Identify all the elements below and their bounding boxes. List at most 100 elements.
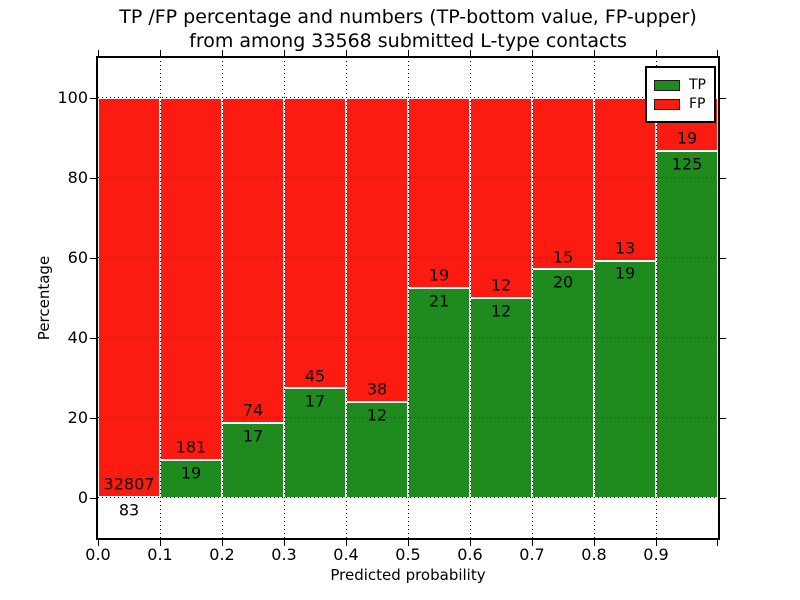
x-gridline (222, 58, 223, 538)
y-tick-mark (90, 498, 96, 499)
x-tick-mark (160, 540, 161, 546)
legend-swatch-fp (654, 98, 680, 110)
y-tick-label: 0 (77, 488, 88, 507)
y-tick-mark (90, 258, 96, 259)
x-gridline (408, 58, 409, 538)
x-tick-mark (408, 540, 409, 546)
x-tick-mark (594, 540, 595, 546)
y-tick-label: 60 (67, 248, 88, 267)
x-tick-mark (470, 540, 471, 546)
bar-label-tp: 12 (366, 405, 388, 425)
y-tick-mark (720, 418, 726, 419)
bar-label-fp: 74 (242, 400, 264, 420)
bar-fp-segment (160, 98, 222, 460)
x-tick-mark (222, 50, 223, 56)
x-tick-mark (160, 50, 161, 56)
y-tick-label: 100 (57, 88, 88, 107)
bar-label-tp: 83 (118, 500, 140, 520)
x-gridline (470, 58, 471, 538)
bar-label-tp: 17 (304, 391, 326, 411)
bar-label-tp: 12 (490, 301, 512, 321)
bar-label-fp: 45 (304, 366, 326, 386)
y-tick-mark (720, 498, 726, 499)
x-tick-mark (222, 540, 223, 546)
bar-label-tp: 125 (671, 154, 703, 174)
y-tick-label: 80 (67, 168, 88, 187)
bar-label-fp: 38 (366, 379, 388, 399)
y-tick-mark (720, 338, 726, 339)
x-gridline (346, 58, 347, 538)
x-tick-mark (346, 540, 347, 546)
plot-area: TP FP 32807 83 181 19 74 17 45 17 38 12 19 21 12 12 15 2… (57, 50, 726, 564)
x-tick-mark (470, 50, 471, 56)
x-tick-label: 0.2 (209, 545, 235, 564)
y-tick-label: 20 (67, 408, 88, 427)
bar-label-tp: 19 (180, 463, 202, 483)
x-tick-mark (284, 50, 285, 56)
legend-label: TP (689, 77, 706, 93)
x-tick-mark (346, 50, 347, 56)
bar-tp-segment (532, 269, 594, 498)
bar-tp-segment (408, 288, 470, 498)
y-tick-mark (720, 258, 726, 259)
bar-tp-segment (594, 260, 656, 498)
y-tick-mark (90, 178, 96, 179)
x-tick-mark (656, 540, 657, 546)
bar-label-fp: 13 (614, 238, 636, 258)
chart-title: TP /FP percentage and numbers (TP-bottom… (98, 5, 718, 53)
x-tick-mark (717, 50, 718, 56)
legend: TP FP (645, 66, 716, 123)
x-tick-mark (408, 50, 409, 56)
bar-label-fp: 32807 (103, 474, 155, 494)
x-tick-mark (656, 50, 657, 56)
x-tick-label: 0.4 (333, 545, 359, 564)
legend-label: FP (689, 96, 706, 112)
bar-label-fp: 12 (490, 275, 512, 295)
x-tick-mark (532, 50, 533, 56)
bar-tp-segment (656, 150, 718, 498)
bar-label-tp: 19 (614, 263, 636, 283)
x-tick-label: 0.9 (643, 545, 669, 564)
bar-label-fp: 181 (175, 437, 207, 457)
legend-item: FP (654, 96, 706, 112)
y-tick-mark (720, 98, 726, 99)
x-tick-label: 0.5 (395, 545, 421, 564)
x-tick-label: 0.1 (147, 545, 173, 564)
x-gridline (160, 58, 161, 538)
bar-fp-segment (284, 98, 346, 389)
bar-label-tp: 21 (428, 291, 450, 311)
x-gridline (594, 58, 595, 538)
x-tick-mark (717, 540, 718, 546)
bar-tp-segment (470, 298, 532, 498)
y-tick-mark (720, 178, 726, 179)
x-gridline (532, 58, 533, 538)
x-tick-label: 0.6 (457, 545, 483, 564)
legend-swatch-tp (654, 79, 680, 91)
x-tick-mark (532, 540, 533, 546)
bar-fp-segment (470, 98, 532, 298)
x-tick-label: 0.8 (581, 545, 607, 564)
bar-label-tp: 17 (242, 426, 264, 446)
legend-item: TP (654, 77, 706, 93)
bar-fp-segment (222, 98, 284, 424)
bar-fp-segment (408, 98, 470, 288)
x-tick-mark (594, 50, 595, 56)
y-axis-label: Percentage (35, 255, 53, 341)
bar-label-fp: 19 (428, 265, 450, 285)
x-gridline (656, 58, 657, 538)
y-tick-label: 40 (67, 328, 88, 347)
y-tick-mark (90, 338, 96, 339)
bar-fp-segment (346, 98, 408, 402)
chart-title-line1: TP /FP percentage and numbers (TP-bottom… (119, 6, 697, 28)
y-tick-mark (90, 418, 96, 419)
y-tick-mark (90, 98, 96, 99)
chart-title-line2: from among 33568 submitted L-type contac… (189, 30, 627, 52)
x-tick-mark (98, 540, 99, 546)
bar-fp-segment (98, 98, 160, 497)
x-tick-label: 0.3 (271, 545, 297, 564)
bar-label-tp: 20 (552, 272, 574, 292)
x-tick-mark (98, 50, 99, 56)
bar-label-fp: 15 (552, 247, 574, 267)
x-axis-label: Predicted probability (330, 566, 486, 584)
